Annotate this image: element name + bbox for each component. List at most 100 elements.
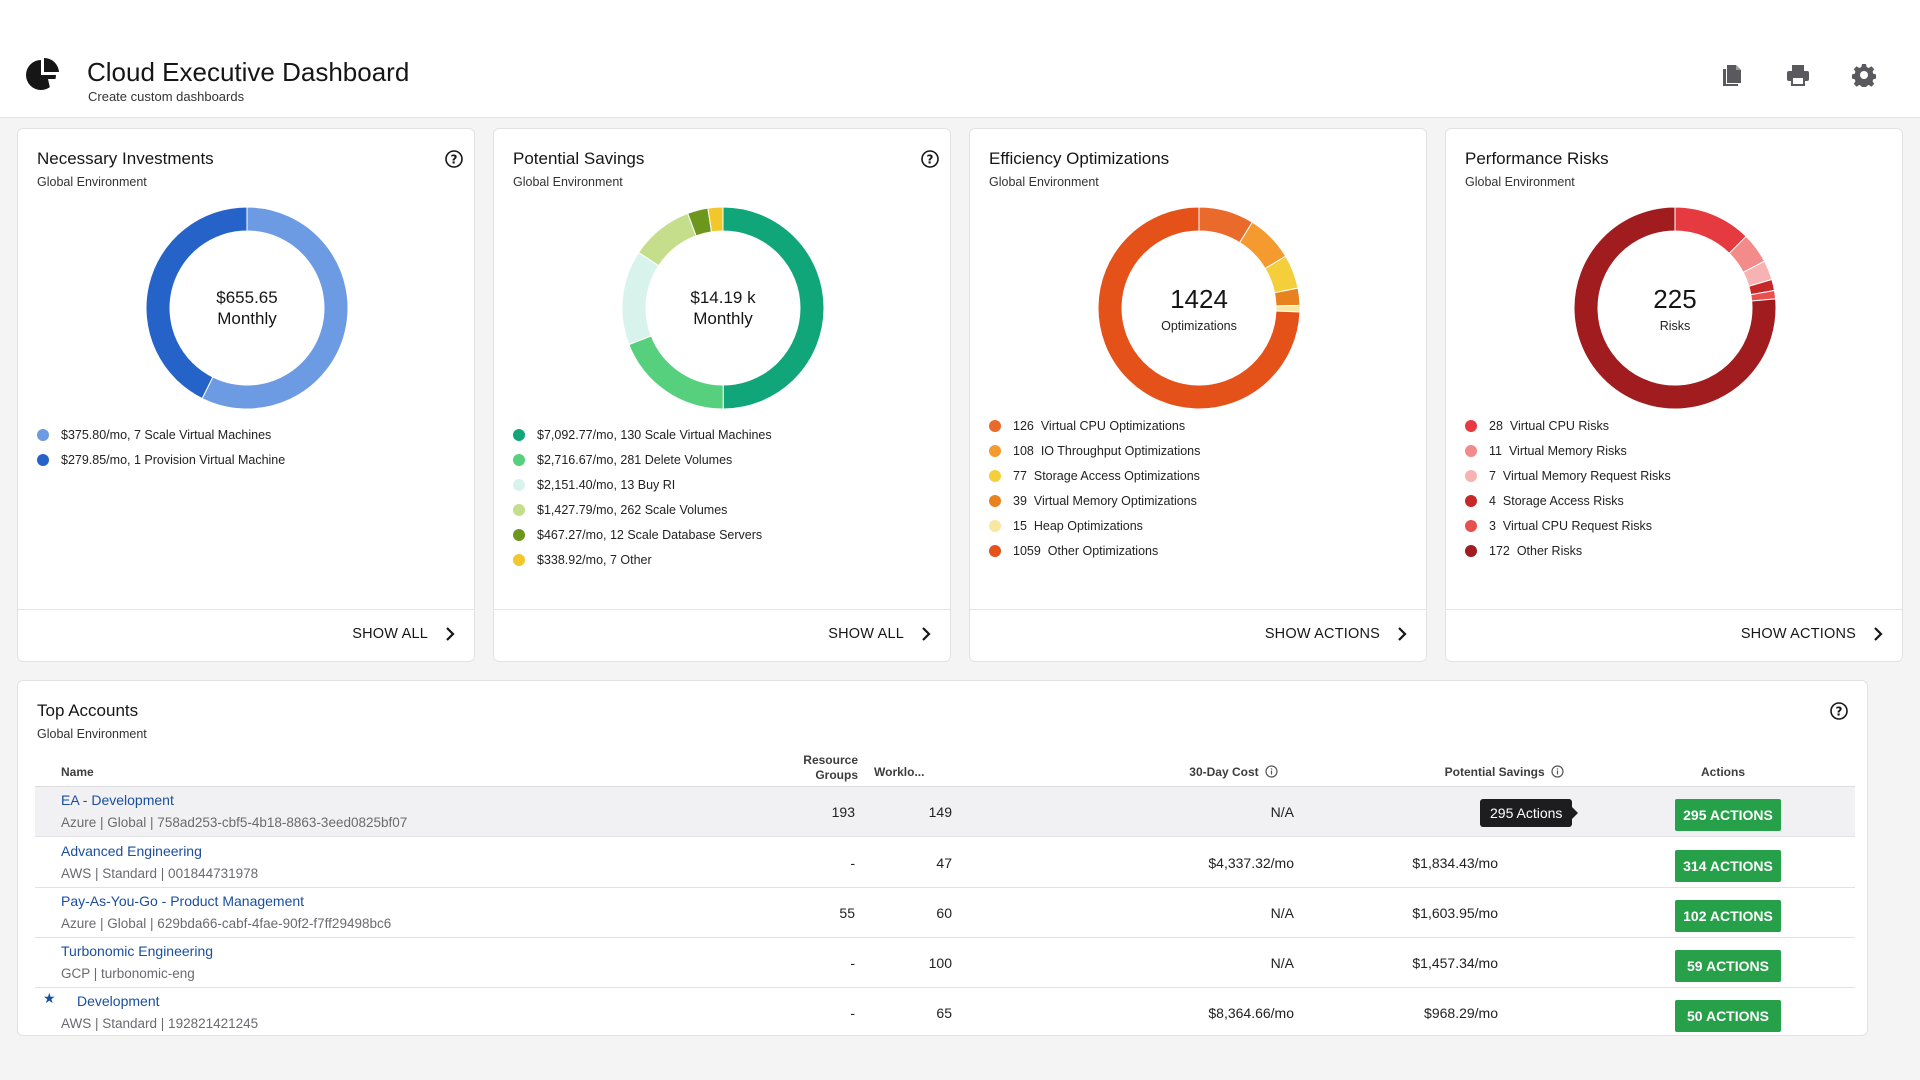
show-actions-link[interactable]: SHOW ACTIONS [1741,626,1884,642]
legend-item[interactable]: $7,092.77/mo, 130 Scale Virtual Machines [513,422,772,447]
row-actions-button[interactable]: 59 ACTIONS [1675,950,1781,982]
header-divider [35,786,1855,787]
print-icon[interactable] [1783,60,1813,90]
legend-item[interactable]: 15 Heap Optimizations [989,513,1200,538]
legend-color-dot [989,519,1001,532]
account-name-link[interactable]: Turbonomic Engineering [61,943,214,959]
chart-legend: 126 Virtual CPU Optimizations 108 IO Thr… [989,413,1200,563]
column-header-30-day-cost[interactable]: 30-Day Cost [1168,765,1278,780]
header-label: Potential Savings [1444,765,1545,779]
row-actions-button[interactable]: 50 ACTIONS [1675,1000,1781,1032]
chevron-right-icon [1874,627,1883,641]
legend-item[interactable]: 11 Virtual Memory Risks [1465,438,1671,463]
account-meta: AWS | Standard | 192821421245 [61,1016,259,1031]
widget-footer: SHOW ACTIONS [1446,609,1902,661]
donut-chart[interactable] [1096,205,1302,411]
svg-text:?: ? [451,153,458,167]
donut-chart[interactable] [620,205,826,411]
cost-value: $4,337.32/mo [1208,855,1294,871]
account-name-link[interactable]: Development [77,993,160,1009]
donut-chart[interactable] [144,205,350,411]
actions-tooltip: 295 Actions [1480,799,1579,827]
legend-item[interactable]: $2,151.40/mo, 13 Buy RI [513,472,772,497]
table-row[interactable]: Turbonomic Engineering GCP | turbonomic-… [35,938,1855,988]
legend-item[interactable]: 39 Virtual Memory Optimizations [989,488,1200,513]
help-icon[interactable]: ? [1829,701,1849,721]
legend-color-dot [513,453,525,466]
table-row[interactable]: Advanced Engineering AWS | Standard | 00… [35,838,1855,888]
donut-segment[interactable] [722,206,825,410]
legend-item[interactable]: 28 Virtual CPU Risks [1465,413,1671,438]
legend-color-dot [513,478,525,491]
row-actions-button[interactable]: 295 ACTIONS [1675,799,1781,831]
resource-groups-value: 55 [839,905,855,921]
legend-item[interactable]: 1059 Other Optimizations [989,538,1200,563]
legend-count: 4 [1489,493,1496,508]
chart-legend: $7,092.77/mo, 130 Scale Virtual Machines… [513,422,772,572]
table-row[interactable]: ★ Development AWS | Standard | 192821421… [35,988,1855,1038]
info-icon[interactable] [1551,765,1564,778]
legend-label: $7,092.77/mo, 130 Scale Virtual Machines [537,427,772,442]
legend-item[interactable]: 3 Virtual CPU Request Risks [1465,513,1671,538]
donut-segment[interactable] [707,206,724,233]
widget-title: Performance Risks [1465,149,1609,168]
row-actions-button[interactable]: 102 ACTIONS [1675,900,1781,932]
widget-subtitle: Global Environment [989,175,1099,189]
account-name-link[interactable]: Advanced Engineering [61,843,202,859]
savings-value: $1,457.34/mo [1412,955,1498,971]
legend-count: 7 [1489,468,1496,483]
donut-segment[interactable] [637,212,697,267]
legend-color-dot [1465,469,1477,482]
widget-subtitle: Global Environment [513,175,623,189]
account-meta: GCP | turbonomic-eng [61,966,195,981]
legend-item[interactable]: $279.85/mo, 1 Provision Virtual Machine [37,447,285,472]
legend-item[interactable]: $1,427.79/mo, 262 Scale Volumes [513,497,772,522]
help-icon[interactable]: ? [444,149,464,169]
column-header-workloads[interactable]: Worklo... [874,765,925,779]
pie-chart-logo-icon [26,57,59,90]
legend-label: Virtual CPU Optimizations [1040,418,1186,433]
legend-item[interactable]: $2,716.67/mo, 281 Delete Volumes [513,447,772,472]
legend-item[interactable]: 4 Storage Access Risks [1465,488,1671,513]
favorite-star-icon[interactable]: ★ [43,990,56,1006]
settings-gear-icon[interactable] [1849,60,1879,90]
link-label: SHOW ACTIONS [1740,626,1856,642]
legend-item[interactable]: 172 Other Risks [1465,538,1671,563]
donut-segment[interactable] [1573,206,1777,410]
donut-segment[interactable] [621,251,660,346]
legend-label: Virtual CPU Risks [1509,418,1609,433]
cost-value: N/A [1270,905,1294,921]
legend-item[interactable]: 126 Virtual CPU Optimizations [989,413,1200,438]
account-name-link[interactable]: Pay-As-You-Go - Product Management [61,893,305,909]
widget-footer: SHOW ACTIONS [970,609,1426,661]
column-header-potential-savings[interactable]: Potential Savings [1418,765,1564,780]
page-subtitle: Create custom dashboards [88,89,245,104]
donut-segment[interactable] [145,206,248,400]
donut-segment[interactable] [1097,206,1301,410]
donut-chart[interactable] [1572,205,1778,411]
show-all-link[interactable]: SHOW ALL [828,626,932,642]
legend-item[interactable]: $467.27/mo, 12 Scale Database Servers [513,522,772,547]
legend-item[interactable]: 77 Storage Access Optimizations [989,463,1200,488]
table-row[interactable]: Pay-As-You-Go - Product Management Azure… [35,888,1855,938]
account-name-link[interactable]: EA - Development [61,792,174,808]
help-icon[interactable]: ? [920,149,940,169]
donut-segment[interactable] [201,206,349,410]
legend-item[interactable]: $338.92/mo, 7 Other [513,547,772,572]
legend-item[interactable]: 108 IO Throughput Optimizations [989,438,1200,463]
row-actions-button[interactable]: 314 ACTIONS [1675,850,1781,882]
show-all-link[interactable]: SHOW ALL [352,626,456,642]
legend-item[interactable]: 7 Virtual Memory Request Risks [1465,463,1671,488]
column-header-resource-groups[interactable]: Resource Groups [778,753,858,783]
info-icon[interactable] [1265,765,1278,778]
legend-item[interactable]: $375.80/mo, 7 Scale Virtual Machines [37,422,285,447]
svg-text:?: ? [1836,705,1843,719]
column-header-name[interactable]: Name [61,765,94,779]
copy-icon[interactable] [1717,60,1747,90]
chevron-right-icon [922,627,931,641]
donut-segment[interactable] [628,335,724,410]
legend-color-dot [989,419,1001,432]
table-row[interactable]: EA - Development Azure | Global | 758ad2… [35,787,1855,837]
show-actions-link[interactable]: SHOW ACTIONS [1265,626,1408,642]
legend-label: Storage Access Optimizations [1033,468,1200,483]
